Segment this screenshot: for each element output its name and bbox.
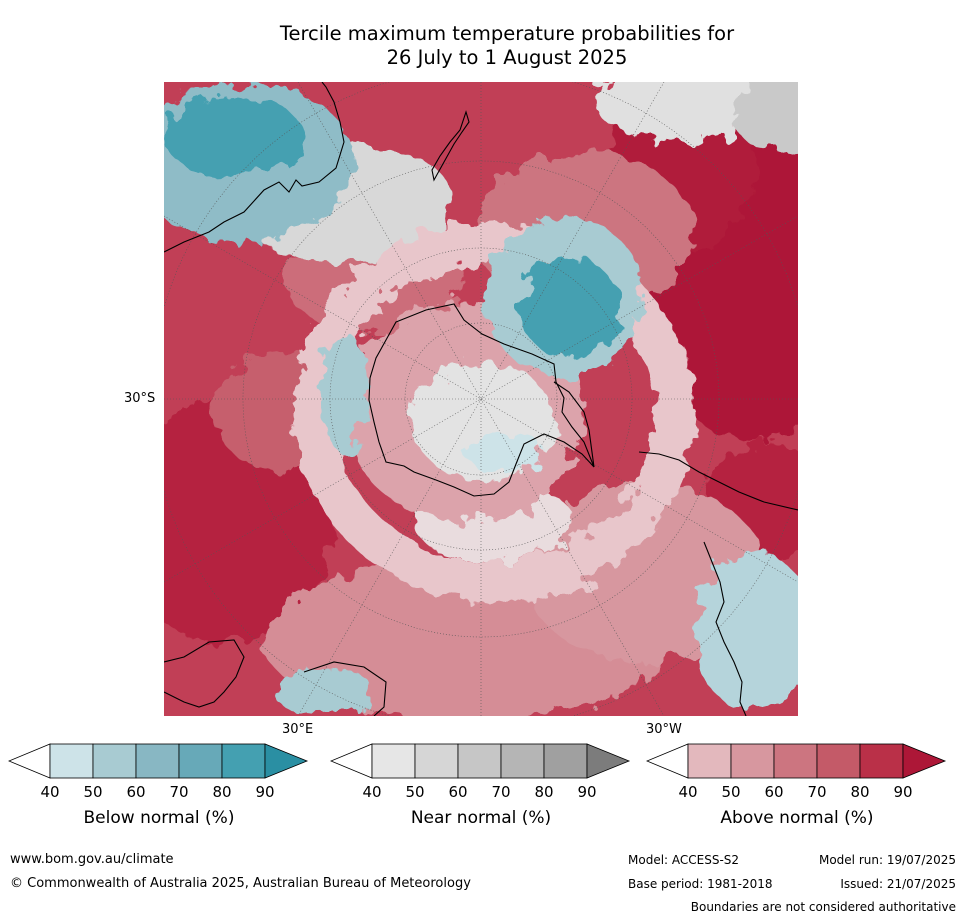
colorbar-low-triangle (330, 743, 373, 779)
longitude-label-30w: 30°W (646, 722, 682, 737)
longitude-label-30e: 30°E (282, 722, 314, 737)
colorbar-tick-label: 90 (893, 783, 913, 801)
colorbar-tick-label: 80 (850, 783, 870, 801)
colorbar-tick-label: 40 (678, 783, 698, 801)
colorbar-near-normal-title: Near normal (%) (410, 808, 552, 828)
probability-map (164, 82, 798, 716)
latitude-label-30s: 30°S (124, 391, 156, 406)
colorbar-tick-label: 80 (534, 783, 554, 801)
colorbar-swatch (500, 743, 545, 779)
footer-boundaries-note: Boundaries are not considered authoritat… (690, 900, 956, 914)
colorbar-swatch (859, 743, 904, 779)
footer-model: Model: ACCESS-S2 (628, 853, 740, 867)
colorbar-below-normal-title: Below normal (%) (83, 808, 235, 828)
colorbar-swatch (414, 743, 459, 779)
colorbar-tick-label: 80 (212, 783, 232, 801)
footer-issued: Issued: 21/07/2025 (840, 877, 956, 891)
colorbar-tick-label: 90 (255, 783, 275, 801)
colorbar-tick-label: 50 (405, 783, 425, 801)
colorbar-tick-label: 70 (491, 783, 511, 801)
title-line-1: Tercile maximum temperature probabilitie… (279, 22, 735, 45)
colorbar-low-triangle (8, 743, 51, 779)
colorbar-tick-label: 60 (764, 783, 784, 801)
footer-copyright: © Commonwealth of Australia 2025, Austra… (10, 876, 471, 891)
colorbar-swatch (543, 743, 588, 779)
map-title: Tercile maximum temperature probabilitie… (0, 22, 965, 70)
probability-patches (164, 82, 798, 716)
footer-url: www.bom.gov.au/climate (10, 852, 174, 867)
colorbar-low-triangle (646, 743, 689, 779)
colorbar-tick-label: 50 (721, 783, 741, 801)
colorbar-tick-label: 60 (126, 783, 146, 801)
colorbar-swatch (457, 743, 502, 779)
colorbar-swatch (687, 743, 732, 779)
colorbar-above-normal-swatches (646, 743, 947, 779)
colorbar-swatch (92, 743, 137, 779)
colorbar-swatch (178, 743, 223, 779)
colorbar-swatch (816, 743, 861, 779)
colorbar-swatch (730, 743, 775, 779)
colorbar-high-triangle (586, 743, 631, 779)
colorbar-below-normal-swatches (8, 743, 309, 779)
colorbar-swatch (135, 743, 180, 779)
coastlines (164, 82, 798, 716)
footer-base-period: Base period: 1981-2018 (628, 877, 773, 891)
colorbar-tick-label: 50 (83, 783, 103, 801)
colorbar-swatch (371, 743, 416, 779)
colorbar-tick-label: 60 (448, 783, 468, 801)
footer-model-run: Model run: 19/07/2025 (818, 853, 956, 867)
colorbar-near-normal-swatches (330, 743, 631, 779)
colorbar-high-triangle (264, 743, 309, 779)
colorbar-tick-label: 40 (40, 783, 60, 801)
colorbar-swatch (221, 743, 266, 779)
colorbar-swatch (773, 743, 818, 779)
colorbar-swatch (49, 743, 94, 779)
title-line-2: 26 July to 1 August 2025 (386, 46, 628, 69)
colorbar-high-triangle (902, 743, 947, 779)
colorbar-above-normal-title: Above normal (%) (720, 808, 874, 828)
colorbar-tick-label: 90 (577, 783, 597, 801)
colorbar-tick-label: 70 (807, 783, 827, 801)
map-graphic (164, 82, 798, 716)
colorbar-tick-label: 40 (362, 783, 382, 801)
colorbar-tick-label: 70 (169, 783, 189, 801)
graticule (164, 82, 798, 716)
